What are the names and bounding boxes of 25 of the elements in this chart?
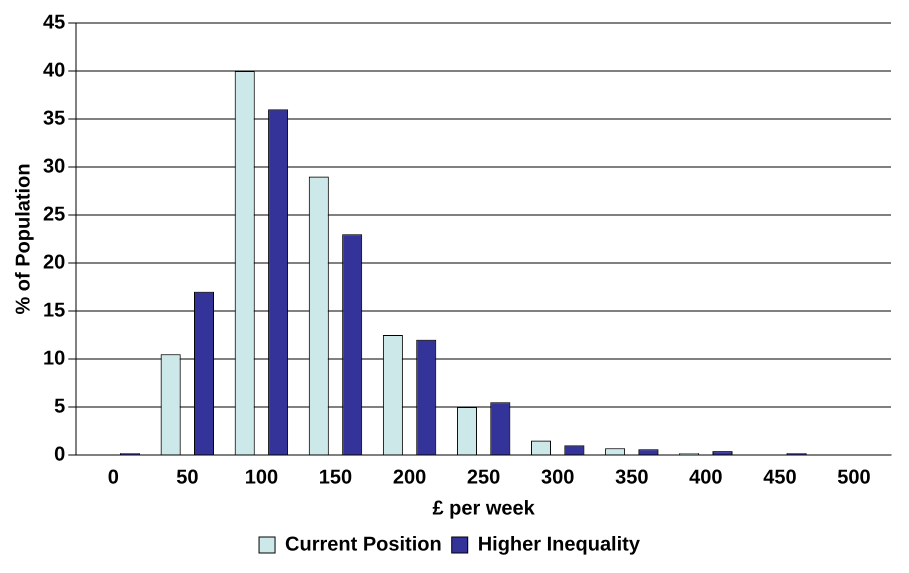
y-tick-label: 45 (42, 12, 66, 34)
x-tick-label: 250 (466, 466, 500, 489)
y-tick-label: 30 (42, 156, 66, 178)
x-tick-label: 100 (244, 466, 278, 489)
y-axis-title: % of Population (12, 163, 35, 315)
x-tick-label: 200 (392, 466, 426, 489)
x-tick-label: 0 (108, 466, 119, 489)
y-tick-label: 40 (42, 60, 66, 82)
y-tick-label: 5 (54, 396, 66, 418)
y-tick-label: 15 (42, 300, 66, 322)
x-tick-label: 350 (615, 466, 648, 489)
x-tick-label: 300 (541, 466, 574, 489)
y-tick-label: 10 (42, 348, 66, 370)
y-tick-label: 35 (42, 108, 66, 130)
y-tick-label: 20 (42, 252, 66, 274)
x-tick-label: 50 (176, 466, 198, 489)
x-tick-label: 400 (689, 466, 723, 489)
x-tick-label: 450 (763, 466, 797, 489)
y-tick-label: 0 (54, 444, 66, 466)
y-tick-label: 25 (42, 204, 66, 226)
x-axis-title: £ per week (432, 498, 536, 520)
x-tick-label: 500 (837, 466, 871, 489)
x-tick-label: 150 (318, 466, 352, 489)
legend-label: Higher Inequality (478, 534, 641, 556)
legend-label: Current Position (285, 534, 442, 556)
